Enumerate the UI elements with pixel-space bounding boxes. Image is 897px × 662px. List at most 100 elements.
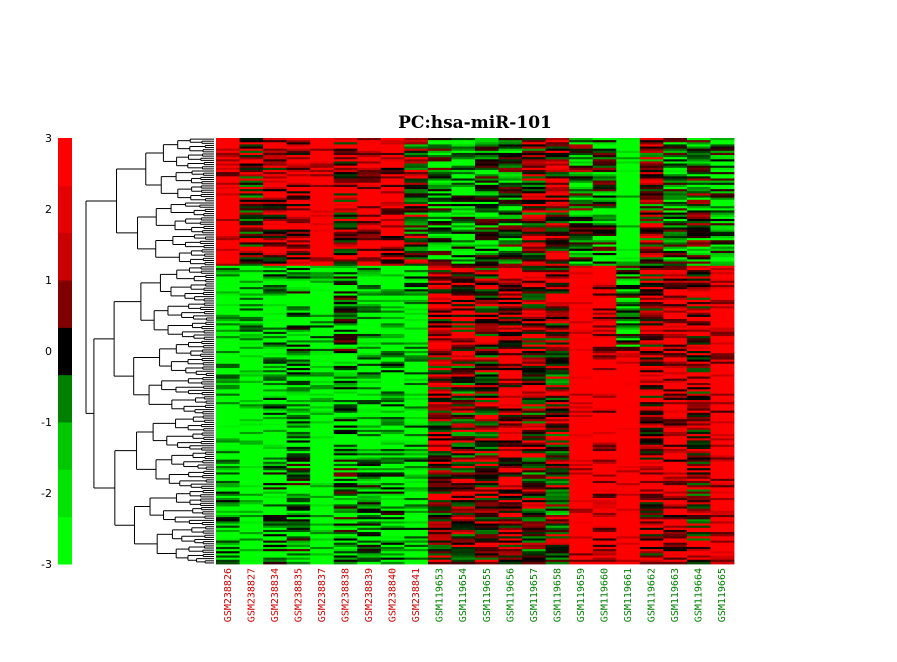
heatmap-cell [663, 382, 688, 386]
heatmap-cell [239, 197, 264, 201]
heatmap-cell [710, 470, 735, 473]
heatmap-cell [263, 368, 288, 371]
heatmap-cell [380, 206, 405, 209]
heatmap-cell [333, 476, 358, 480]
heatmap-cell [710, 453, 735, 456]
heatmap-cell [239, 429, 264, 433]
heatmap-cell [286, 201, 311, 205]
heatmap-cell [522, 144, 547, 147]
heatmap-cell [639, 429, 664, 433]
heatmap-cell [380, 227, 405, 230]
heatmap-cell [404, 280, 429, 284]
heatmap-cell [639, 468, 664, 471]
heatmap-cell [263, 265, 288, 269]
heatmap-cell [380, 178, 405, 181]
heatmap-cell [592, 551, 617, 554]
heatmap-cell [286, 155, 311, 158]
heatmap-cell [686, 459, 711, 463]
heatmap-cell [639, 442, 664, 446]
heatmap-cell [569, 197, 594, 201]
heatmap-cell [569, 265, 594, 269]
heatmap-cell [663, 536, 688, 539]
heatmap-cell [545, 263, 570, 267]
heatmap-cell [451, 470, 476, 473]
heatmap-cell [333, 210, 358, 213]
heatmap-cell [639, 172, 664, 175]
heatmap-cell [686, 487, 711, 490]
heatmap-cell [663, 180, 688, 184]
heatmap-cell [498, 246, 523, 250]
heatmap-cell [639, 178, 664, 181]
heatmap-cell [592, 406, 617, 409]
heatmap-cell [404, 167, 429, 171]
heatmap-cell [710, 163, 735, 167]
heatmap-cell [451, 261, 476, 265]
heatmap-cell [286, 429, 311, 433]
heatmap-cell [569, 483, 594, 486]
heatmap-cell [263, 212, 288, 216]
heatmap-cell [522, 444, 547, 448]
heatmap-cell [310, 310, 335, 314]
heatmap-cell [357, 138, 382, 141]
heatmap-cell [310, 500, 335, 503]
heatmap-cell [522, 410, 547, 414]
heatmap-cell [263, 515, 288, 518]
heatmap-cell [404, 455, 429, 458]
heatmap-cell [663, 353, 688, 356]
heatmap-cell [451, 340, 476, 343]
heatmap-cell [239, 510, 264, 514]
heatmap-cell [333, 182, 358, 186]
heatmap-cell [263, 410, 288, 414]
heatmap-cell [686, 517, 711, 520]
heatmap-cell [380, 244, 405, 248]
heatmap-cell [263, 359, 288, 363]
heatmap-cell [663, 510, 688, 514]
heatmap-cell [451, 436, 476, 439]
heatmap-cell [357, 506, 382, 510]
heatmap-cell [710, 434, 735, 437]
heatmap-cell [522, 210, 547, 213]
heatmap-cell [357, 148, 382, 152]
heatmap-cell [404, 534, 429, 537]
heatmap-cell [710, 270, 735, 273]
heatmap-cell [592, 478, 617, 482]
heatmap-cell [475, 152, 499, 156]
heatmap-cell [639, 348, 664, 352]
colorbar-segment [58, 185, 72, 234]
heatmap-cell [569, 231, 594, 235]
heatmap-cell [663, 491, 688, 495]
heatmap-cell [286, 495, 311, 499]
heatmap-cell [404, 493, 429, 497]
heatmap-cell [333, 246, 358, 250]
heatmap-cell [451, 414, 476, 418]
heatmap-cell [404, 255, 429, 258]
heatmap-cell [498, 186, 523, 190]
heatmap-cell [263, 169, 288, 173]
heatmap-cell [522, 263, 547, 267]
heatmap-cell [710, 144, 735, 147]
heatmap-cell [592, 210, 617, 213]
heatmap-cell [427, 255, 452, 258]
heatmap-cell [404, 199, 429, 203]
heatmap-cell [333, 186, 358, 190]
heatmap-cell [498, 331, 523, 335]
heatmap-cell [639, 265, 664, 269]
heatmap-cell [592, 272, 617, 275]
heatmap-cell [216, 142, 240, 145]
heatmap-cell [310, 265, 335, 269]
heatmap-cell [404, 206, 429, 209]
heatmap-cell [498, 374, 523, 377]
heatmap-cell [710, 346, 735, 350]
heatmap-cell [545, 197, 570, 201]
heatmap-cell [263, 146, 288, 150]
heatmap-cell [286, 253, 311, 256]
heatmap-cell [427, 551, 452, 554]
heatmap-cell [663, 557, 688, 561]
heatmap-cell [616, 167, 641, 171]
heatmap-cell [333, 355, 358, 358]
heatmap-cell [616, 359, 641, 363]
heatmap-cell [239, 167, 264, 171]
heatmap-cell [239, 495, 264, 499]
heatmap-cell [475, 195, 499, 199]
heatmap-cell [663, 146, 688, 150]
